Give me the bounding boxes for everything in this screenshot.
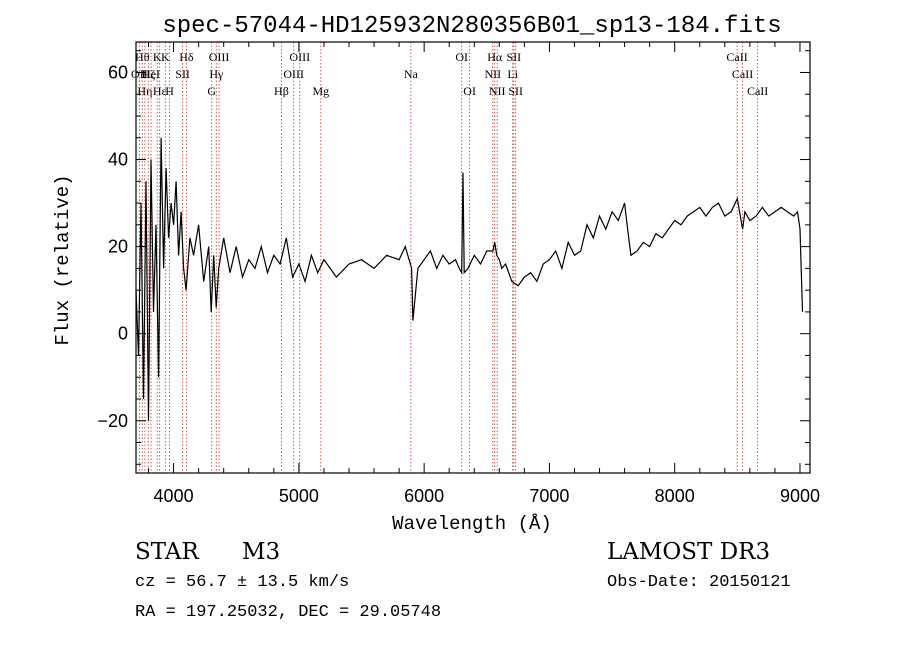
line-marker-label: OI bbox=[463, 84, 476, 98]
line-marker-label: Mg bbox=[312, 84, 329, 98]
y-tick-label: 40 bbox=[108, 150, 128, 170]
line-marker-label: OIII bbox=[283, 67, 304, 81]
line-marker-label: NII bbox=[484, 67, 501, 81]
line-marker-label: HeI bbox=[142, 67, 160, 81]
plot-frame bbox=[135, 41, 811, 474]
x-tick-label: 5000 bbox=[279, 486, 319, 506]
line-marker-label: Na bbox=[404, 67, 419, 81]
line-marker-labels: OIIHθHηHζHeIKHεKHSIIHδGHγOIIIHβOIIIOIIIM… bbox=[131, 50, 768, 98]
redshift-cz: cz = 56.7 ± 13.5 km/s bbox=[135, 573, 350, 592]
line-marker-label: SII bbox=[175, 67, 190, 81]
line-marker-label: Hδ bbox=[179, 50, 194, 64]
line-marker-label: NII bbox=[489, 84, 506, 98]
chart-title: spec-57044-HD125932N280356B01_sp13-184.f… bbox=[162, 13, 781, 40]
y-tick-label: 60 bbox=[108, 62, 128, 82]
y-axis-label: Flux (relative) bbox=[52, 174, 74, 345]
x-tick-label: 7000 bbox=[529, 486, 569, 506]
line-marker-label: Hα bbox=[487, 50, 503, 64]
survey-name: LAMOST DR3 bbox=[607, 539, 771, 565]
line-marker-label: K bbox=[153, 50, 162, 64]
line-marker-label: SII bbox=[507, 50, 522, 64]
x-axis-label: Wavelength (Å) bbox=[392, 513, 552, 535]
x-tick-label: 8000 bbox=[655, 486, 695, 506]
line-marker-label: CaII bbox=[726, 50, 747, 64]
spectrum-line bbox=[135, 137, 804, 421]
x-tick-label: 6000 bbox=[404, 486, 444, 506]
y-tick-label: −20 bbox=[97, 411, 128, 431]
line-marker-label: Hζ bbox=[141, 67, 155, 81]
line-marker-label: G bbox=[207, 84, 216, 98]
line-marker-label: Hγ bbox=[209, 67, 224, 81]
x-tick-label: 4000 bbox=[154, 486, 194, 506]
object-type: STAR bbox=[135, 539, 199, 565]
object-subclass: M3 bbox=[242, 539, 281, 565]
line-marker-label: CaII bbox=[747, 84, 768, 98]
line-marker-label: K bbox=[161, 50, 170, 64]
line-marker-label: Li bbox=[507, 67, 518, 81]
line-marker-label: Hβ bbox=[274, 84, 289, 98]
x-tick-label: 9000 bbox=[780, 486, 820, 506]
coordinates: RA = 197.25032, DEC = 29.05748 bbox=[135, 603, 442, 622]
line-markers bbox=[138, 42, 759, 473]
line-marker-label: CaII bbox=[732, 67, 753, 81]
line-marker-label: H bbox=[165, 84, 174, 98]
axis-ticks bbox=[136, 42, 810, 473]
line-marker-label: OIII bbox=[209, 50, 230, 64]
axis-tick-labels: 4000 5000 6000 7000 8000 9000 −20 0 20 40 60 bbox=[97, 62, 820, 506]
line-marker-label: Hθ bbox=[135, 50, 150, 64]
line-marker-label: OII bbox=[131, 67, 148, 81]
line-marker-label: SII bbox=[508, 84, 523, 98]
line-marker-label: Hε bbox=[153, 84, 167, 98]
observation-date: Obs-Date: 20150121 bbox=[607, 573, 791, 592]
y-tick-label: 20 bbox=[108, 237, 128, 257]
line-marker-label: Hη bbox=[137, 84, 152, 98]
line-marker-label: OIII bbox=[289, 50, 310, 64]
y-tick-label: 0 bbox=[118, 324, 128, 344]
line-marker-label: OI bbox=[455, 50, 468, 64]
